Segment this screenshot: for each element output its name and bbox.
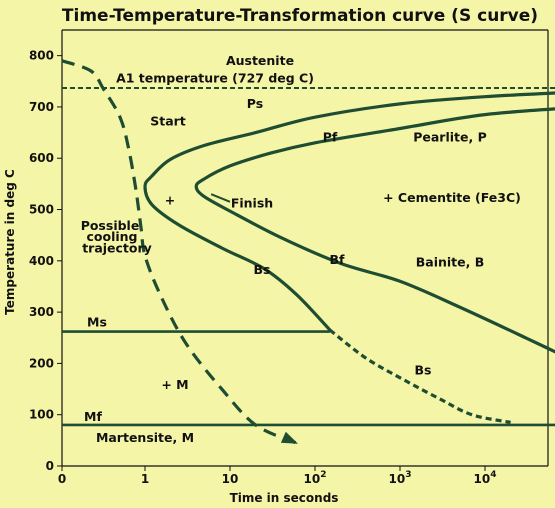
annotation-pearlite: Pearlite, P (413, 130, 487, 145)
x-tick-label: 0 (58, 472, 66, 486)
reference-lines (62, 86, 555, 427)
annotation-plus1: + (165, 192, 175, 207)
x-axis-label: Time in seconds (230, 491, 339, 505)
annotation-mf: Mf (84, 409, 102, 424)
annotation-trajectory: trajectory (82, 241, 152, 256)
cooling-curve (61, 59, 297, 445)
y-tick-label: 0 (46, 459, 54, 473)
y-tick-label: 700 (29, 100, 54, 114)
annotation-plusm: + M (161, 377, 188, 392)
annotation-bainite: Bainite, B (416, 254, 485, 269)
annotation-pf: Pf (323, 130, 338, 145)
bs_extension-curve (329, 328, 511, 424)
y-tick-label: 400 (29, 254, 54, 268)
x-tick-labels: 0 1 10 102 103 104 (58, 466, 497, 486)
annotation-ps: Ps (247, 96, 263, 111)
annotation-bs1: Bs (254, 262, 271, 277)
chart-title: Time-Temperature-Transformation curve (S… (62, 6, 538, 26)
x-tick-label: 102 (304, 470, 327, 486)
x-tick-label: 104 (474, 470, 497, 486)
y-tick-labels: 0 100 200 300 400 500 600 700 800 (29, 49, 62, 473)
x-tick-label: 10 (222, 472, 239, 486)
y-tick-label: 300 (29, 305, 54, 319)
finish-curve (194, 107, 555, 354)
annotation-martensite: Martensite, M (96, 430, 194, 445)
y-tick-label: 200 (29, 356, 54, 370)
y-tick-label: 800 (29, 49, 54, 63)
annotation-cementite: + Cementite (Fe3C) (383, 190, 521, 205)
plot-frame (61, 29, 549, 467)
cooling-arrowhead (280, 431, 298, 444)
y-tick-label: 100 (29, 408, 54, 422)
x-tick-label: 103 (389, 470, 412, 486)
annotation-a1: A1 temperature (727 deg C) (116, 71, 314, 86)
annotation-bs2: Bs (415, 363, 432, 378)
annotation-start: Start (150, 113, 186, 128)
start-curve (143, 91, 555, 332)
annotation-finish: Finish (231, 195, 273, 210)
annotation-ms: Ms (87, 314, 107, 329)
y-tick-label: 600 (29, 151, 54, 165)
annotations: Austenite A1 temperature (727 deg C) Ps Sta… (81, 53, 521, 445)
curves (61, 59, 555, 445)
x-tick-label: 1 (141, 472, 149, 486)
y-tick-label: 500 (29, 203, 54, 217)
annotation-cooling: cooling (86, 229, 137, 244)
annotation-bf: Bf (330, 252, 346, 267)
y-axis-label: Temperature in deg C (3, 169, 17, 315)
annotation-possible: Possible (81, 218, 140, 233)
finish-pointer (210, 193, 231, 203)
annotation-austenite: Austenite (226, 53, 294, 68)
